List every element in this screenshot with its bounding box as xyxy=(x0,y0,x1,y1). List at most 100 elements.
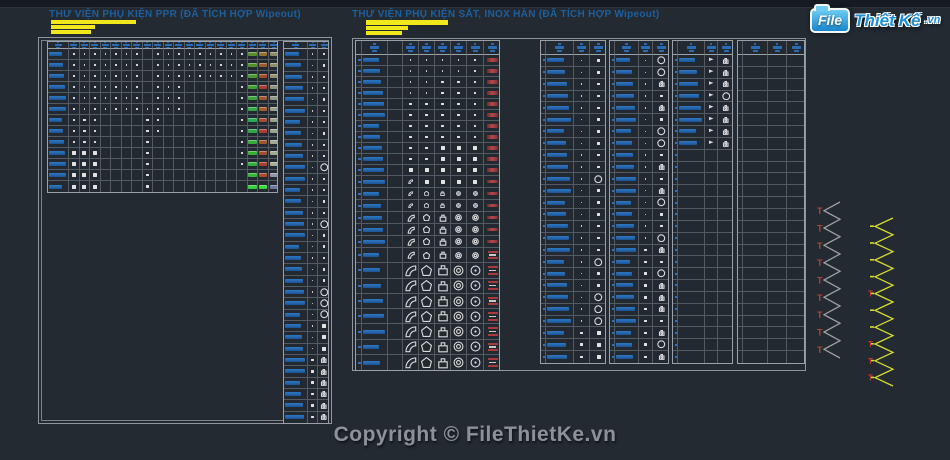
svg-flange-ring-l-icon xyxy=(453,326,464,337)
table-row xyxy=(610,303,668,316)
table-cell xyxy=(718,138,732,150)
row-number xyxy=(612,83,614,86)
table-inox-table-2[interactable] xyxy=(540,40,606,364)
inox-library-title: THƯ VIỆN PHỤ KIỆN SẮT, INOX HÀN (ĐÃ TÍCH… xyxy=(352,9,660,20)
row-number xyxy=(612,248,614,251)
dot-small-icon xyxy=(580,296,583,299)
red-dash-icon xyxy=(487,80,498,84)
table-cell xyxy=(590,292,605,304)
table-cell xyxy=(121,71,132,82)
table-cell xyxy=(174,170,185,181)
dot-large-icon xyxy=(82,184,87,189)
table-cell xyxy=(111,181,122,192)
table-cell xyxy=(467,99,484,110)
table-cell xyxy=(610,78,615,91)
table-cell xyxy=(610,220,615,233)
red-double-dash-icon xyxy=(487,312,498,321)
table-cell xyxy=(356,263,362,279)
table-cell xyxy=(403,248,419,264)
dot-small-icon xyxy=(409,70,412,72)
table-cell xyxy=(678,268,705,281)
table-cell xyxy=(90,159,101,170)
table-cell xyxy=(673,303,678,316)
table-cell xyxy=(590,327,605,340)
dot-small-icon xyxy=(409,92,412,94)
dot-small-icon xyxy=(241,108,243,110)
table-cell xyxy=(132,159,143,170)
color-bar-icon xyxy=(258,162,267,166)
table-cell xyxy=(546,137,574,150)
dot-small-icon xyxy=(104,108,106,110)
table-cell xyxy=(153,71,164,82)
table-cell xyxy=(388,110,403,121)
table-cell xyxy=(718,55,732,67)
table-ppr-accessories[interactable] xyxy=(283,41,329,424)
table-cell xyxy=(206,181,216,192)
dot-medium-icon xyxy=(473,80,477,84)
table-row xyxy=(356,188,499,200)
table-row xyxy=(356,293,499,310)
table-cell xyxy=(237,93,248,104)
row-number xyxy=(543,189,545,192)
table-cell xyxy=(574,114,590,127)
table-inox-table-4[interactable] xyxy=(672,40,733,364)
item-label xyxy=(547,58,564,63)
dot-small-icon xyxy=(167,86,169,88)
dot-small-icon xyxy=(230,64,232,66)
table-cell xyxy=(743,268,768,281)
table-row xyxy=(673,339,732,352)
table-inox-main-grid[interactable] xyxy=(355,40,500,372)
table-cell xyxy=(388,224,403,236)
dot-small-icon xyxy=(580,59,583,62)
table-cell xyxy=(673,291,678,304)
table-cell xyxy=(718,351,732,363)
table-cell xyxy=(768,351,787,363)
table-cell xyxy=(768,220,787,233)
table-cell xyxy=(467,165,484,176)
table-inox-table-3[interactable] xyxy=(609,40,669,364)
header-cell xyxy=(142,42,153,49)
table-cell xyxy=(673,114,678,127)
table-cell xyxy=(678,220,705,233)
table-cell xyxy=(451,248,467,264)
table-cell xyxy=(284,275,308,287)
table-cell xyxy=(226,71,237,82)
table-inox-table-5[interactable] xyxy=(737,40,805,364)
svg-cap-fitting-icon xyxy=(658,282,666,290)
table-cell xyxy=(590,126,605,138)
item-label xyxy=(363,124,380,128)
table-cell xyxy=(639,327,653,340)
table-cell xyxy=(743,149,768,162)
svg-elbow-fitting-l-icon xyxy=(404,325,417,338)
table-cell xyxy=(284,162,308,174)
table-cell xyxy=(768,256,787,269)
dot-small-icon xyxy=(73,86,75,88)
table-cell xyxy=(163,93,174,104)
table-cell xyxy=(435,293,451,310)
header-cell xyxy=(574,41,590,55)
dot-small-icon xyxy=(580,189,583,192)
table-cell xyxy=(184,93,195,104)
dot-small-icon xyxy=(178,64,180,66)
table-cell xyxy=(546,280,574,292)
table-cell xyxy=(590,197,605,209)
table-row xyxy=(610,137,668,150)
table-cell xyxy=(451,293,467,310)
color-bar-icon xyxy=(269,184,277,189)
table-cell xyxy=(705,185,718,198)
table-cell xyxy=(541,220,546,233)
row-number xyxy=(612,201,614,204)
dot-medium-icon xyxy=(597,272,600,275)
table-cell xyxy=(768,114,787,127)
table-cell xyxy=(318,332,328,344)
table-cell xyxy=(673,280,678,292)
dot-large-icon xyxy=(71,173,76,177)
table-cell xyxy=(356,236,362,248)
table-ppr-main-grid[interactable] xyxy=(47,41,278,193)
dot-medium-icon xyxy=(441,80,444,84)
item-label xyxy=(285,176,305,181)
table-cell xyxy=(318,276,328,287)
table-row xyxy=(673,303,732,316)
